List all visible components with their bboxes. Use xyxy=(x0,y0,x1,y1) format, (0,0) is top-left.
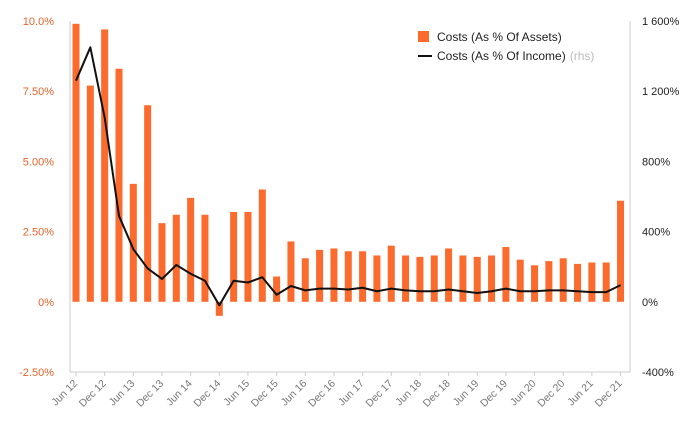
bar xyxy=(129,183,137,302)
x-tick-label: Dec 19 xyxy=(478,378,510,410)
x-tick-label: Dec 21 xyxy=(593,378,625,410)
x-tick-label: Jun 18 xyxy=(393,378,424,409)
bar xyxy=(359,251,367,302)
bar xyxy=(330,248,338,302)
x-tick-label: Jun 19 xyxy=(451,378,482,409)
bar xyxy=(301,258,309,302)
x-tick-label: Dec 18 xyxy=(421,378,453,410)
bar xyxy=(258,189,266,302)
left-tick-label: 10.0% xyxy=(23,16,54,28)
x-tick-label: Dec 13 xyxy=(134,378,166,410)
legend: Costs (As % Of Assets) Costs (As % Of In… xyxy=(418,30,594,63)
left-tick-label: 2.50% xyxy=(23,227,54,239)
bar xyxy=(86,85,94,302)
bar xyxy=(588,262,596,302)
legend-line-name: Costs (As % Of Income) xyxy=(437,49,566,63)
line-series xyxy=(75,46,621,307)
right-y-axis: 1 600% 1 200% 800% 400% 0% -400% xyxy=(629,16,680,379)
bar xyxy=(187,197,195,302)
bar xyxy=(574,263,582,302)
bar xyxy=(445,248,453,302)
x-tick-label: Dec 17 xyxy=(363,378,395,410)
x-tick-label: Jun 21 xyxy=(565,378,596,409)
bar xyxy=(602,262,610,302)
x-tick-label: Jun 16 xyxy=(279,378,310,409)
bar xyxy=(244,211,252,302)
bar xyxy=(287,241,295,302)
bar xyxy=(387,245,395,302)
bar xyxy=(545,261,553,302)
bar-series xyxy=(72,23,625,316)
bar xyxy=(402,255,410,302)
bar xyxy=(502,247,510,302)
bar xyxy=(230,211,238,302)
left-y-axis: 10.0% 7.50% 5.00% 2.50% 0% -2.50% xyxy=(19,16,71,379)
bar xyxy=(273,276,281,302)
left-tick-label: 7.50% xyxy=(23,86,54,98)
bar xyxy=(344,251,352,302)
bar xyxy=(416,256,424,302)
bar xyxy=(172,214,180,302)
bar xyxy=(459,255,467,302)
legend-label-line: Costs (As % Of Income) (rhs) xyxy=(437,49,594,63)
x-tick-label: Dec 16 xyxy=(306,378,338,410)
bar xyxy=(115,68,123,302)
bar xyxy=(473,256,481,302)
legend-line-suffix: (rhs) xyxy=(570,49,595,63)
bar xyxy=(144,105,152,302)
bar xyxy=(617,200,625,302)
bar xyxy=(516,259,524,302)
right-tick-label: 800% xyxy=(642,156,670,168)
legend-label-bars: Costs (As % Of Assets) xyxy=(437,30,562,44)
x-tick-label: Jun 20 xyxy=(508,378,539,409)
bar xyxy=(215,301,223,316)
x-tick-label: Jun 14 xyxy=(164,378,195,409)
left-tick-label: -2.50% xyxy=(19,367,54,379)
x-tick-label: Dec 12 xyxy=(77,378,109,410)
bar xyxy=(316,249,324,302)
bar xyxy=(101,29,109,302)
right-tick-label: 400% xyxy=(642,227,670,239)
right-tick-label: 1 200% xyxy=(642,86,680,98)
series-line xyxy=(75,46,621,307)
x-tick-label: Jun 15 xyxy=(221,378,252,409)
x-tick-label: Dec 15 xyxy=(249,378,281,410)
bar xyxy=(201,214,209,302)
bar xyxy=(373,255,381,302)
x-tick-label: Jun 13 xyxy=(107,378,138,409)
bar xyxy=(531,265,539,302)
left-tick-label: 5.00% xyxy=(23,156,54,168)
right-tick-label: 0% xyxy=(642,297,658,309)
left-tick-label: 0% xyxy=(38,297,54,309)
right-tick-label: -400% xyxy=(642,367,674,379)
x-tick-label: Jun 12 xyxy=(49,378,80,409)
x-tick-label: Jun 17 xyxy=(336,378,367,409)
bar xyxy=(158,223,166,302)
x-tick-label: Dec 14 xyxy=(191,378,223,410)
right-tick-label: 1 600% xyxy=(642,16,680,28)
legend-swatch-bars xyxy=(418,31,429,42)
bar xyxy=(430,255,438,302)
x-tick-label: Dec 20 xyxy=(535,378,567,410)
bar xyxy=(559,258,567,302)
bar xyxy=(72,23,80,302)
bar xyxy=(488,255,496,302)
